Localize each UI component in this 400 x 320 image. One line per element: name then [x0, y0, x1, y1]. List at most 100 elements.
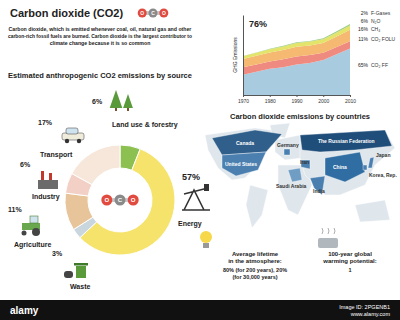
y-axis [243, 16, 244, 96]
x-axis-line [244, 95, 351, 96]
icons [22, 90, 211, 278]
fact-text: 80% (for 200 years), 20% [223, 267, 287, 273]
country-label: Korea, Rep. [369, 172, 397, 178]
car-icon [66, 128, 78, 134]
atom-letter: C [151, 11, 155, 16]
tick-label: 2010 [345, 98, 356, 104]
country-label: Germany [277, 142, 299, 148]
fact-title: warming potential: [322, 258, 376, 264]
legend-entry: F-Gases [371, 10, 391, 16]
bulb-icon [200, 231, 212, 243]
x-tick: 1990 [291, 95, 302, 104]
country-label: The Russian Federation [318, 138, 375, 144]
country-shape [368, 157, 374, 168]
country-shape [222, 152, 266, 176]
annotation: 65% [358, 62, 369, 68]
legend-entry: CH₄ [371, 26, 380, 32]
country-label: China [333, 164, 347, 170]
car-wheel [77, 139, 81, 143]
country-shape [288, 168, 302, 182]
canvas: Carbon dioxide (CO2)OCOCarbon dioxide, w… [0, 0, 400, 320]
annotation: 11% [358, 36, 368, 42]
country-label: Saudi Arabia [276, 183, 307, 189]
trash-bag [64, 271, 73, 278]
x-axis: 1970 1980 1990 2000 2010 [238, 95, 356, 104]
bin-lid [74, 263, 88, 266]
data-label: 57% [182, 172, 200, 182]
continent [355, 200, 390, 222]
country-shape [300, 130, 392, 152]
annotation: 76% [249, 19, 267, 29]
category-label: Industry [32, 193, 60, 201]
tree-trunk [115, 108, 117, 111]
donut-slice [72, 145, 120, 185]
world-map [205, 123, 395, 228]
atom-letter: O [131, 197, 136, 203]
tree-icon [123, 94, 133, 108]
title: Carbon dioxide (CO2) [10, 7, 123, 19]
atom-letter: O [140, 11, 144, 16]
pump-icon [182, 188, 210, 210]
tractor-wheel [32, 228, 40, 236]
x-tick: 2000 [318, 95, 329, 104]
data-label: 11% [8, 206, 22, 213]
category-label: Waste [70, 283, 90, 290]
atom [149, 9, 158, 18]
atom-letter: C [118, 197, 123, 203]
fact-title: Average lifetime [232, 251, 279, 257]
continent [275, 135, 302, 160]
category-label: Transport [40, 151, 73, 159]
fact-text: (for 30,000 years) [232, 274, 277, 280]
atom-letter: O [162, 11, 166, 16]
bulb-base [203, 243, 209, 248]
country-shape [212, 130, 282, 155]
atom-letter: O [104, 197, 109, 203]
category-label: Land use & forestry [112, 121, 178, 129]
country-label: Canada [236, 140, 254, 146]
tractor-wheel [22, 231, 27, 236]
country-shape [284, 149, 290, 155]
fact-title: 100-year global [328, 251, 372, 257]
steam-icon [322, 228, 335, 234]
tractor-cab [30, 216, 38, 223]
category-label: Energy [178, 220, 202, 228]
category-label: Agriculture [14, 241, 51, 249]
factory-chimney [41, 171, 44, 180]
map-title: Carbon dioxide emissions by countries [230, 112, 370, 121]
y-axis-line [243, 16, 244, 96]
x-tick: 1970 [238, 95, 249, 104]
x-tick: 1980 [265, 95, 276, 104]
continent [246, 185, 268, 228]
donut-slice [65, 193, 93, 229]
country-label: Japan [376, 152, 390, 158]
annotation: 2% [361, 10, 369, 16]
annotation: 16% [358, 26, 369, 32]
legend-entry: N₂O [371, 18, 381, 24]
tick-label: 2000 [318, 98, 329, 104]
atom [138, 9, 147, 18]
continent [205, 128, 285, 180]
pump-head [204, 184, 209, 191]
country-label: India [313, 188, 325, 194]
area-series [243, 25, 350, 58]
footer-id: Image ID: 2PGENB1 [339, 304, 390, 310]
factory-chimney [49, 173, 52, 180]
bin-icon [76, 266, 86, 278]
pot-icon [318, 238, 338, 248]
chart-title: Estimated anthropogenic CO2 emissions by… [8, 71, 192, 80]
country-shape [363, 165, 367, 170]
footer-url: www.alamy.com [350, 311, 391, 317]
x-tick: 2010 [345, 95, 356, 104]
plot-area [243, 24, 350, 95]
infographic: Carbon dioxide (CO2)OCOCarbon dioxide, w… [0, 0, 400, 320]
data-label: 17% [38, 119, 53, 126]
legend-entry: CO₂ FF [371, 62, 388, 68]
fact-text: 1 [348, 267, 351, 273]
axis-title: GHG Emissions [232, 37, 238, 73]
data-label: 6% [20, 161, 31, 168]
country-label: Iran [300, 159, 309, 165]
molecule-icon: OCO [138, 9, 169, 18]
car-wheel [65, 139, 69, 143]
annotation: 6% [361, 18, 369, 24]
donut [65, 145, 175, 255]
